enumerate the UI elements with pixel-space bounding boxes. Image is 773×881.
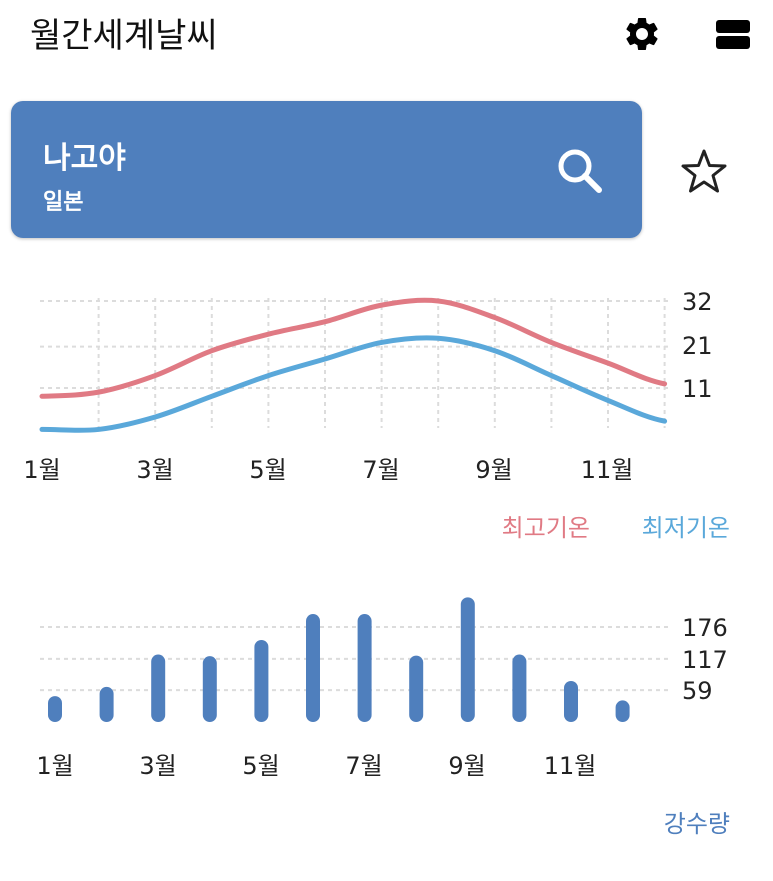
- precipitation-bar: [48, 696, 62, 722]
- search-button[interactable]: [554, 145, 606, 197]
- view-toggle-button[interactable]: [714, 14, 754, 54]
- precip-xtick: 7월: [345, 752, 382, 780]
- temperature-chart: 32 21 11 1월 3월 5월 7월 9월 11월 최고기온 최저기온: [23, 288, 730, 542]
- precip-ytick: 117: [682, 646, 728, 674]
- precipitation-bar: [202, 656, 217, 722]
- temp-xtick: 9월: [475, 456, 512, 484]
- temp-xtick: 5월: [249, 456, 286, 484]
- precipitation-horizontal-grid: [40, 626, 668, 692]
- country-name: 일본: [43, 190, 84, 215]
- precipitation-bar: [151, 654, 166, 722]
- temp-xtick: 11월: [581, 456, 634, 484]
- gear-icon: [626, 17, 658, 50]
- precipitation-bar: [357, 614, 372, 722]
- city-name: 나고야: [43, 141, 126, 176]
- precipitation-bar: [512, 654, 527, 722]
- precip-ytick: 176: [682, 614, 728, 642]
- app-title: 월간세계날씨: [30, 16, 218, 56]
- precip-ytick: 59: [682, 677, 713, 705]
- legend-low-temp: 최저기온: [642, 514, 730, 542]
- temp-ytick: 21: [682, 332, 713, 360]
- high-temp-line: [39, 297, 668, 399]
- legend-high-temp: 최고기온: [502, 514, 590, 542]
- temp-xtick: 1월: [23, 456, 60, 484]
- temp-ytick: 32: [682, 288, 713, 316]
- legend-precipitation: 강수량: [664, 810, 730, 838]
- location-search-card[interactable]: 나고야 일본: [11, 101, 642, 238]
- precipitation-bar: [615, 700, 630, 722]
- precip-xtick: 1월: [36, 752, 73, 780]
- temp-ytick: 11: [682, 375, 713, 403]
- low-temp-line: [39, 335, 668, 433]
- precipitation-bar: [306, 614, 320, 722]
- precip-xtick: 9월: [448, 752, 485, 780]
- precipitation-chart: 176 117 59 1월 3월 5월 7월 9월 11월 강수량: [36, 597, 730, 838]
- temp-xtick: 3월: [136, 456, 173, 484]
- precipitation-bar: [409, 655, 424, 722]
- search-icon: [558, 149, 602, 193]
- precip-xtick: 3월: [139, 752, 176, 780]
- settings-button[interactable]: [622, 14, 662, 54]
- precipitation-bar: [460, 597, 475, 722]
- precipitation-bars: [48, 597, 630, 722]
- precipitation-bar: [99, 686, 114, 722]
- temp-xtick: 7월: [362, 456, 399, 484]
- precipitation-bar: [254, 639, 269, 722]
- precip-xtick: 5월: [242, 752, 279, 780]
- list-view-icon: [716, 20, 750, 49]
- favorite-button[interactable]: [678, 146, 730, 198]
- precipitation-bar: [564, 680, 578, 722]
- precip-xtick: 11월: [544, 752, 597, 780]
- star-outline-icon: [681, 149, 727, 193]
